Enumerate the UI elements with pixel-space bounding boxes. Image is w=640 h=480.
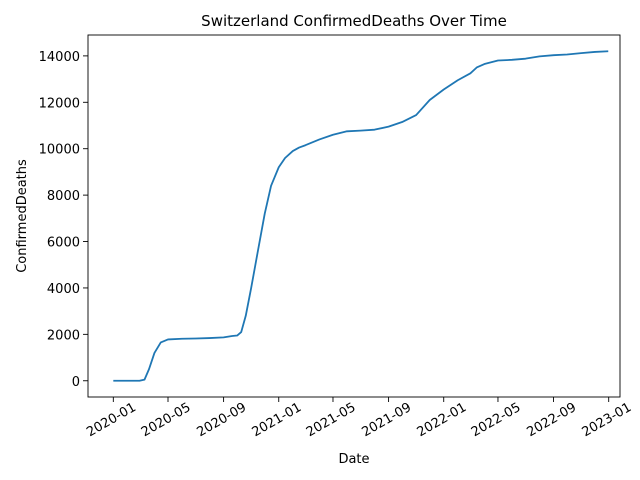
y-tick-label: 8000 bbox=[47, 189, 80, 204]
x-axis-title: Date bbox=[338, 452, 369, 467]
y-tick-label: 14000 bbox=[39, 50, 80, 65]
chart-title: Switzerland ConfirmedDeaths Over Time bbox=[201, 12, 507, 30]
x-tick-label: 2021-01 bbox=[250, 400, 305, 440]
y-tick-label: 2000 bbox=[47, 328, 80, 343]
y-tick-label: 10000 bbox=[39, 143, 80, 158]
x-tick-label: 2021-09 bbox=[359, 400, 414, 440]
plot-frame bbox=[87, 34, 621, 398]
y-axis: 0 2000 4000 6000 8000 10000 12000 14000 bbox=[39, 50, 88, 390]
x-tick-label: 2023-01 bbox=[580, 400, 635, 440]
x-tick-label: 2021-05 bbox=[304, 400, 359, 440]
x-tick-label: 2020-05 bbox=[139, 400, 194, 440]
y-tick-label: 0 bbox=[72, 375, 80, 390]
x-tick-label: 2020-01 bbox=[84, 400, 139, 440]
y-tick-label: 4000 bbox=[47, 282, 80, 297]
confirmed-deaths-line bbox=[113, 50, 609, 382]
x-axis: 2020-01 2020-05 2020-09 2021-01 2021-05 2021-… bbox=[84, 397, 634, 440]
plot-area bbox=[113, 50, 609, 382]
x-tick-label: 2020-09 bbox=[195, 400, 250, 440]
y-axis-title: ConfirmedDeaths bbox=[15, 159, 30, 273]
x-tick-label: 2022-01 bbox=[415, 400, 470, 440]
y-tick-label: 6000 bbox=[47, 236, 80, 251]
x-tick-label: 2022-09 bbox=[524, 400, 579, 440]
x-tick-label: 2022-05 bbox=[469, 400, 524, 440]
y-tick-label: 12000 bbox=[39, 96, 80, 111]
